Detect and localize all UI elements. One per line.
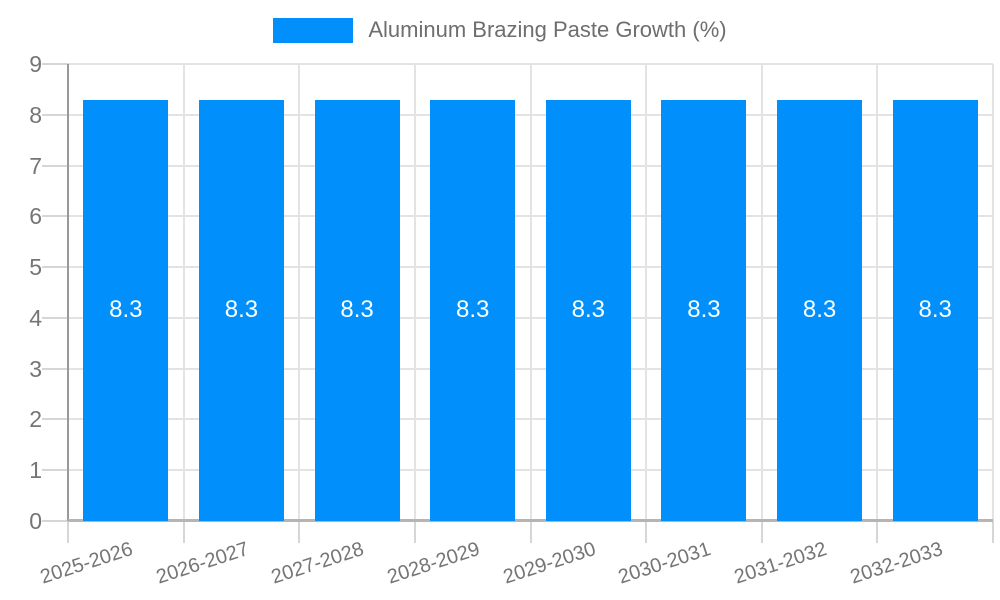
x-tick-label: 2028-2029 — [384, 538, 483, 589]
x-tick — [876, 521, 879, 543]
x-tick — [645, 521, 648, 543]
x-tick-label: 2026-2027 — [153, 538, 252, 589]
x-tick-label: 2030-2031 — [615, 538, 714, 589]
y-tick — [42, 469, 68, 472]
y-tick-label: 6 — [29, 203, 42, 230]
plot-area: 0 1 2 3 4 5 6 7 8 9 8.3 2025-2026 8.3 2026-2027 8.3 202… — [29, 51, 994, 588]
y-tick-label: 3 — [29, 355, 42, 382]
bar[interactable] — [430, 99, 516, 521]
bar-value-label: 8.3 — [340, 296, 374, 324]
y-axis-line — [67, 64, 69, 521]
legend-swatch-icon — [273, 17, 354, 43]
x-grid-line — [876, 64, 879, 521]
x-tick — [760, 521, 763, 543]
y-tick-label: 9 — [29, 51, 42, 77]
y-tick-label: 8 — [29, 101, 42, 128]
y-tick — [42, 63, 68, 65]
y-tick-label: 4 — [29, 304, 42, 331]
x-axis-line — [68, 519, 993, 522]
x-tick — [992, 521, 994, 543]
bar[interactable] — [545, 99, 631, 521]
bar-value-label: 8.3 — [918, 296, 952, 324]
y-tick-label: 7 — [29, 152, 42, 179]
y-tick-label: 2 — [29, 406, 42, 433]
bar-value-label: 8.3 — [571, 296, 605, 324]
bar-value-label: 8.3 — [687, 296, 721, 324]
x-grid-line — [760, 64, 763, 521]
legend-label: Aluminum Brazing Paste Growth (%) — [368, 17, 727, 42]
bar[interactable] — [661, 99, 747, 521]
y-tick-label: 1 — [29, 457, 42, 484]
x-tick-label: 2031-2032 — [731, 538, 830, 589]
x-tick — [413, 521, 416, 543]
bar[interactable] — [198, 99, 284, 521]
y-tick — [42, 418, 68, 421]
bar[interactable] — [777, 99, 863, 521]
legend[interactable]: Aluminum Brazing Paste Growth (%) — [0, 16, 1000, 44]
bar[interactable] — [892, 99, 978, 521]
x-grid-line — [298, 64, 301, 521]
x-tick-label: 2025-2026 — [37, 538, 136, 589]
bar[interactable] — [314, 99, 400, 521]
bar-value-label: 8.3 — [456, 296, 490, 324]
x-tick-label: 2027-2028 — [269, 538, 367, 589]
y-tick — [42, 164, 68, 167]
x-tick — [67, 521, 69, 543]
x-tick — [529, 521, 532, 543]
y-tick — [42, 266, 68, 269]
y-tick — [42, 367, 68, 370]
y-tick — [42, 520, 68, 522]
bar[interactable] — [83, 99, 169, 521]
x-tick-label: 2029-2030 — [500, 538, 599, 589]
y-tick — [42, 215, 68, 218]
x-tick — [182, 521, 185, 543]
x-grid-line — [645, 64, 648, 521]
x-grid-line — [413, 64, 416, 521]
x-tick-label: 2032-2033 — [847, 538, 945, 589]
y-tick-label: 0 — [29, 508, 42, 534]
bar-value-label: 8.3 — [224, 296, 259, 324]
bar-value-label: 8.3 — [109, 296, 143, 324]
y-tick — [42, 316, 68, 319]
x-grid-line — [992, 64, 994, 521]
y-tick-label: 5 — [29, 254, 42, 281]
x-tick — [298, 521, 301, 543]
y-tick — [42, 113, 68, 116]
x-grid-line — [529, 64, 532, 521]
x-grid-line — [182, 64, 185, 521]
bar-value-label: 8.3 — [802, 296, 837, 324]
